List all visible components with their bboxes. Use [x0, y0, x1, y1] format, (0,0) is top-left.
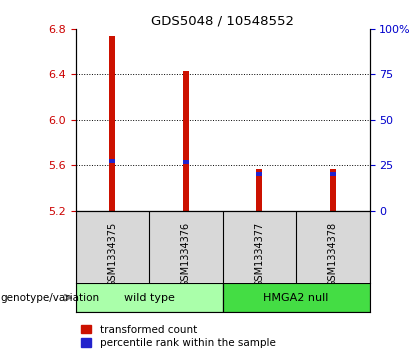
Bar [330, 168, 336, 211]
Bar [183, 160, 189, 164]
Bar [109, 36, 115, 211]
Bar [109, 159, 115, 163]
Text: GSM1334377: GSM1334377 [255, 221, 264, 287]
Bar [330, 172, 336, 176]
Text: GSM1334378: GSM1334378 [328, 221, 338, 286]
Text: GSM1334376: GSM1334376 [181, 221, 191, 286]
Legend: transformed count, percentile rank within the sample: transformed count, percentile rank withi… [81, 325, 276, 348]
Bar [223, 283, 370, 312]
Text: GSM1334375: GSM1334375 [108, 221, 117, 287]
Text: HMGA2 null: HMGA2 null [263, 293, 329, 303]
Bar [256, 168, 262, 211]
Text: wild type: wild type [123, 293, 175, 303]
Text: genotype/variation: genotype/variation [0, 293, 99, 303]
Bar [76, 283, 223, 312]
Bar [256, 172, 262, 176]
Title: GDS5048 / 10548552: GDS5048 / 10548552 [151, 15, 294, 28]
Bar [183, 71, 189, 211]
